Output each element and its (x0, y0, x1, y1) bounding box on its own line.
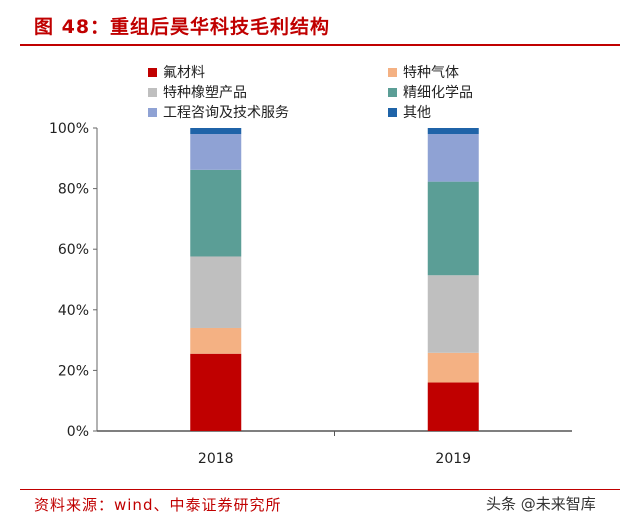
bar-segment (427, 275, 479, 353)
y-tick-label: 60% (58, 242, 89, 258)
legend-label: 特种橡塑产品 (163, 85, 247, 101)
bar-segment (190, 134, 242, 170)
bar-segment (190, 256, 242, 328)
x-tick-label: 2019 (435, 451, 471, 467)
legend-item: 工程咨询及技术服务 (148, 102, 289, 122)
legend-swatch (148, 107, 157, 117)
y-tick-label: 100% (49, 121, 89, 137)
legend-label: 精细化学品 (403, 85, 473, 101)
title-divider (20, 44, 620, 46)
source-divider (20, 489, 620, 490)
bar-segment (427, 382, 479, 431)
bar-segment (190, 128, 242, 135)
bar-segment (190, 169, 242, 257)
legend-item: 特种橡塑产品 (148, 82, 247, 102)
legend-swatch (388, 87, 397, 97)
legend-label: 氟材料 (163, 65, 205, 81)
bar-segment (190, 353, 242, 431)
figure-title: 图 48：重组后昊华科技毛利结构 (34, 16, 331, 38)
bar-segment (190, 327, 242, 354)
bar-segment (427, 181, 479, 276)
legend-item: 特种气体 (388, 62, 459, 82)
legend-swatch (388, 107, 397, 117)
y-tick-label: 20% (58, 363, 89, 379)
y-tick-label: 40% (58, 303, 89, 319)
legend-item: 精细化学品 (388, 82, 473, 102)
watermark: 头条 @未来智库 (486, 495, 596, 513)
source-note: 资料来源：wind、中泰证券研究所 (34, 496, 282, 514)
legend-swatch (148, 67, 157, 77)
legend-swatch (388, 67, 397, 77)
legend-label: 其他 (403, 105, 431, 121)
bar-segment (427, 134, 479, 182)
legend-item: 氟材料 (148, 62, 205, 82)
y-tick-label: 80% (58, 182, 89, 198)
legend-swatch (148, 87, 157, 97)
legend-item: 其他 (388, 102, 431, 122)
bar-segment (427, 352, 479, 383)
x-tick-label: 2018 (198, 451, 234, 467)
legend-label: 工程咨询及技术服务 (163, 105, 289, 121)
y-tick-label: 0% (67, 424, 89, 440)
legend-label: 特种气体 (403, 65, 459, 81)
bar-segment (427, 128, 479, 135)
